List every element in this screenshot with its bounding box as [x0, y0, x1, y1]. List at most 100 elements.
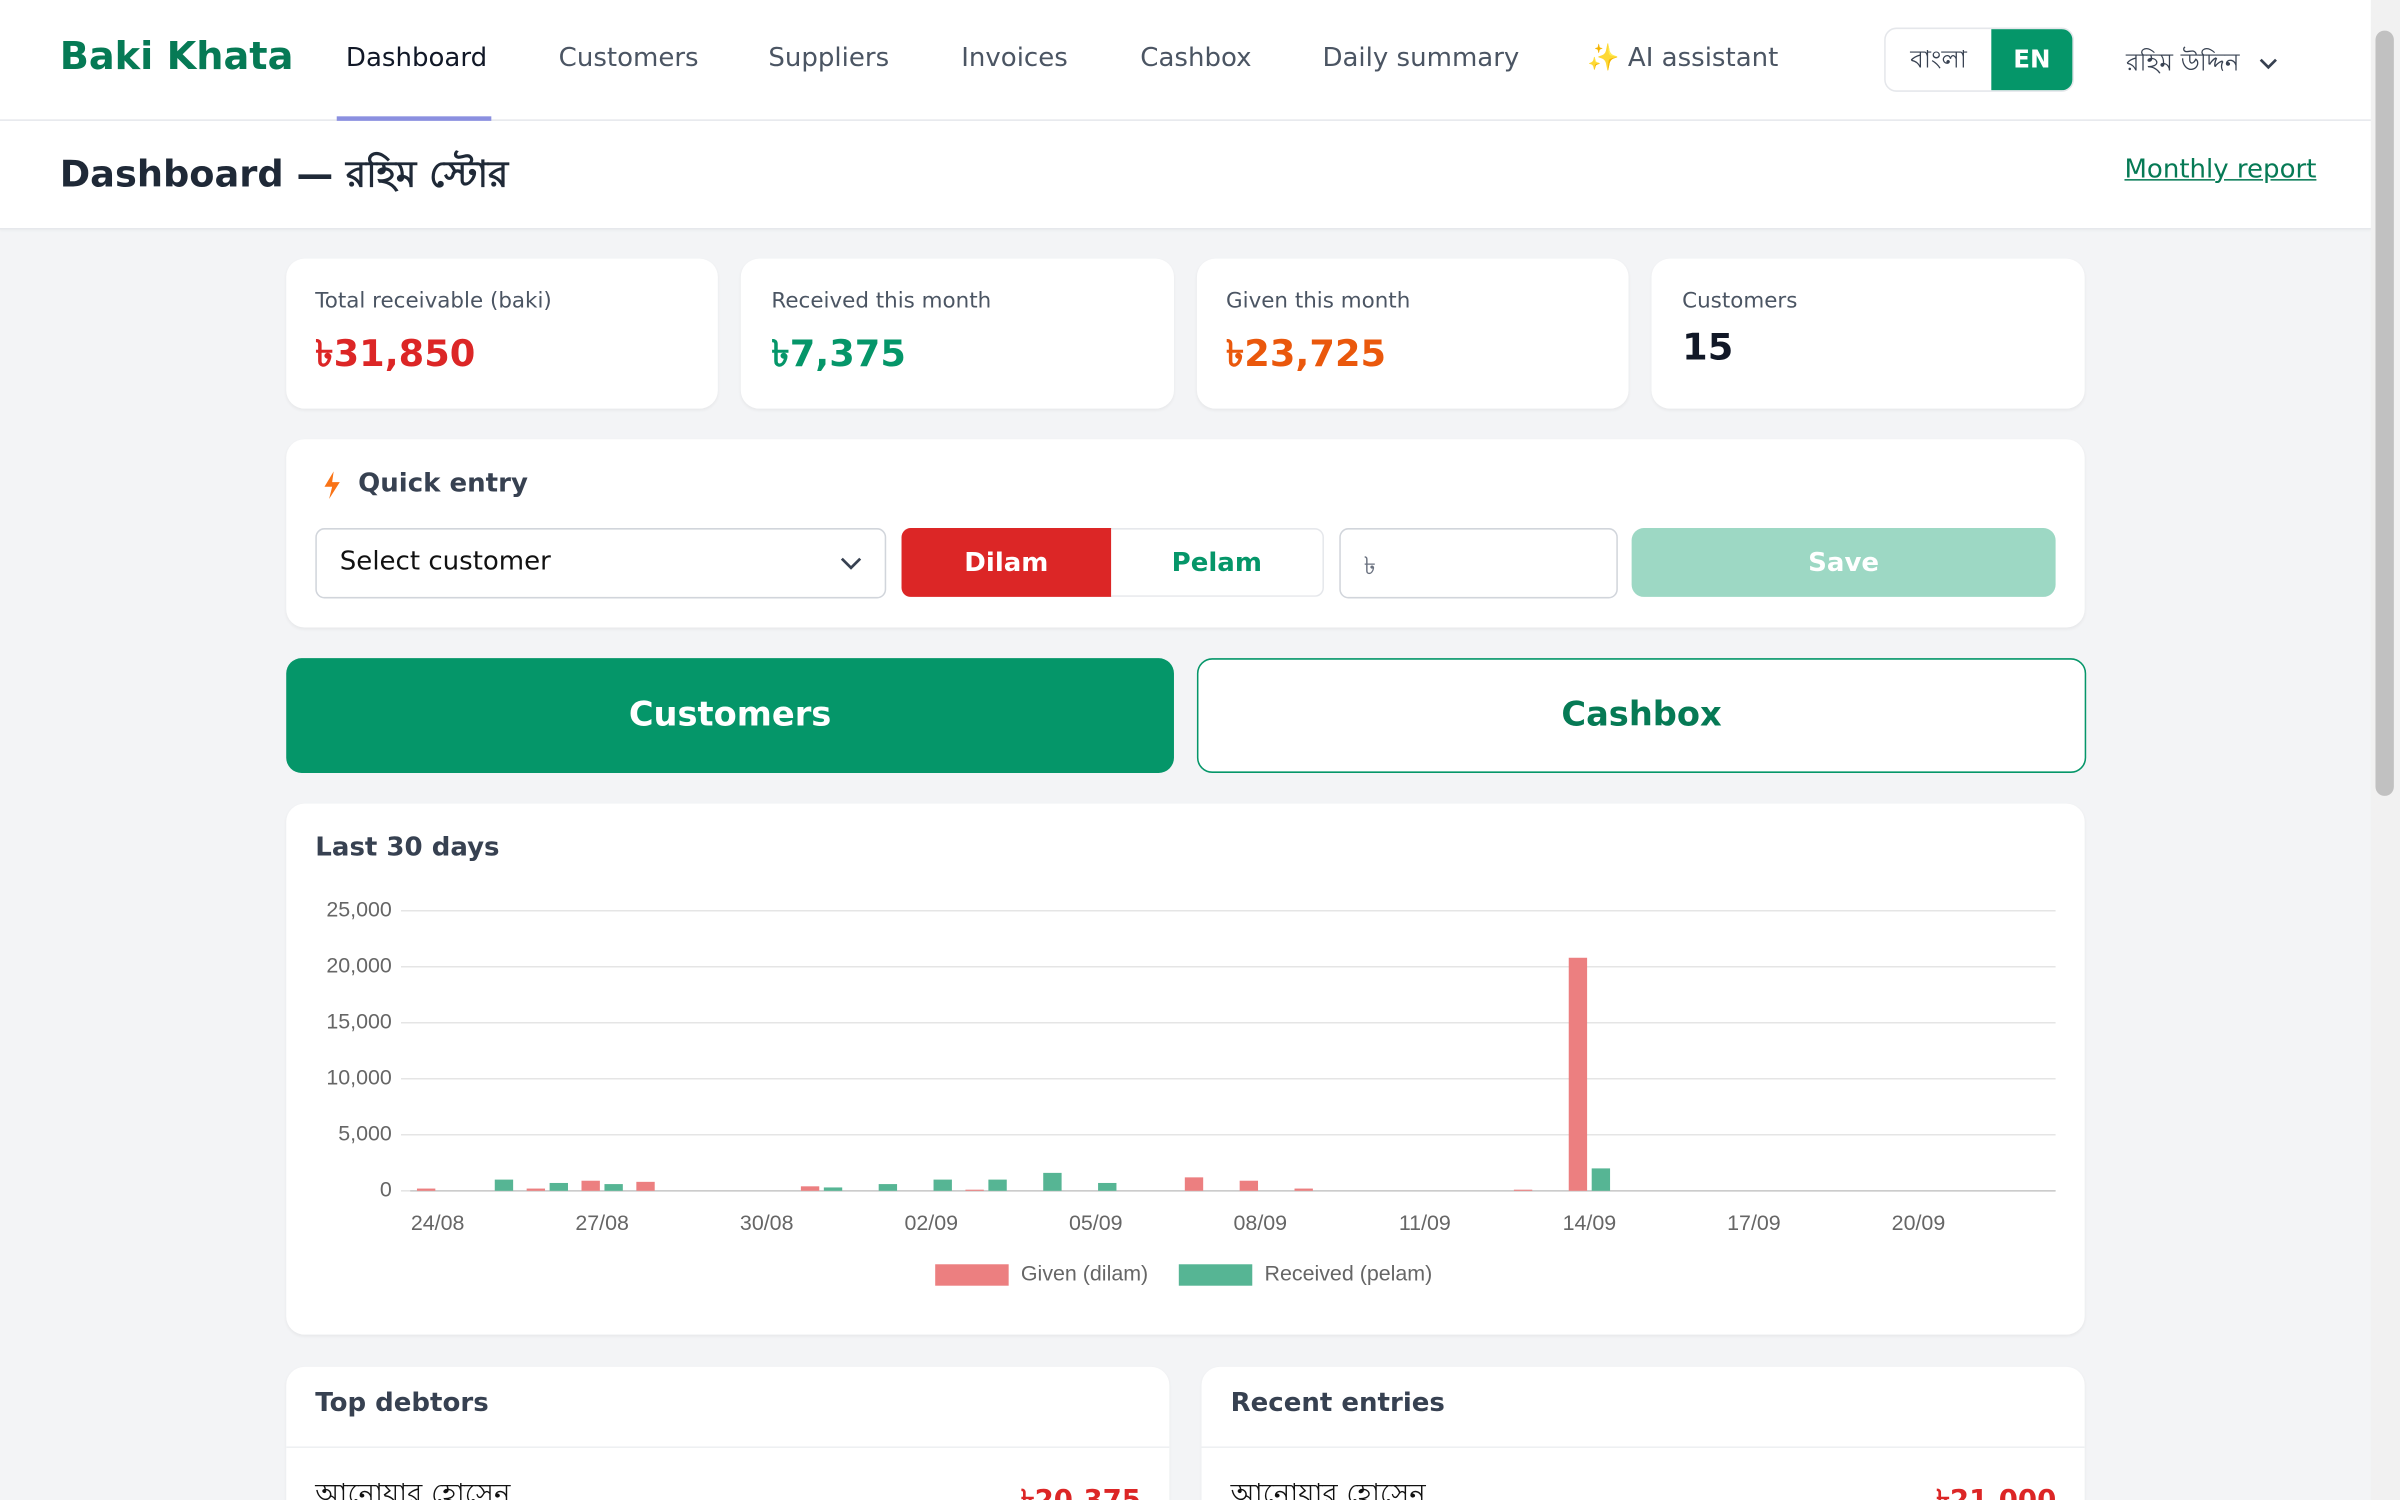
- nav-link[interactable]: Cashbox: [1140, 42, 1252, 74]
- bar: [823, 1187, 843, 1191]
- bolt-icon: [324, 471, 340, 499]
- monthly-report-link[interactable]: Monthly report: [2124, 154, 2317, 186]
- entry-amount: ৳21,000: [1936, 1479, 2056, 1500]
- stat-label: Given this month: [1226, 289, 1411, 314]
- stat-card: [740, 258, 1174, 409]
- stat-value: ৳7,375: [771, 332, 906, 375]
- legend-swatch: [1178, 1264, 1253, 1286]
- bar: [1294, 1188, 1313, 1191]
- nav-link[interactable]: Suppliers: [768, 42, 890, 74]
- stat-card: [1196, 258, 1629, 409]
- placeholder: ৳: [1363, 551, 1376, 581]
- active-indicator: [336, 116, 492, 121]
- nav-link[interactable]: ✨ AI assistant: [1587, 42, 1779, 74]
- bar: [988, 1179, 1007, 1191]
- x-tick-label: 17/09: [1727, 1211, 1781, 1235]
- pelam-toggle[interactable]: Pelam: [1111, 528, 1324, 597]
- divider: [1201, 1446, 2085, 1448]
- lang-option[interactable]: EN: [1991, 29, 2073, 91]
- select-text: Select customer: [339, 546, 551, 578]
- bar: [1184, 1177, 1204, 1191]
- stat-value: ৳23,725: [1226, 332, 1387, 375]
- lang-option[interactable]: বাংলা: [1910, 44, 1967, 74]
- x-tick-label: 27/08: [575, 1211, 629, 1235]
- stat-label: Customers: [1682, 289, 1798, 314]
- bar: [526, 1188, 546, 1191]
- x-tick-label: 05/09: [1069, 1211, 1123, 1235]
- dilam-toggle[interactable]: Dilam: [901, 528, 1112, 597]
- bar: [494, 1179, 514, 1191]
- brand[interactable]: Baki Khata: [59, 33, 294, 79]
- cashbox-button[interactable]: Cashbox: [1196, 658, 2087, 773]
- y-tick-label: 20,000: [326, 953, 392, 977]
- debtor-amount: ৳20,375: [1021, 1479, 1141, 1500]
- x-tick-label: 11/09: [1399, 1211, 1451, 1235]
- nav-link[interactable]: Customers: [558, 42, 699, 74]
- bar: [933, 1179, 952, 1191]
- bar: [1591, 1168, 1611, 1191]
- nav-link[interactable]: Daily summary: [1322, 42, 1520, 74]
- section-title: Quick entry: [358, 468, 528, 499]
- stat-value: 15: [1682, 326, 1734, 369]
- x-tick-label: 14/09: [1563, 1211, 1617, 1235]
- nav-link[interactable]: Invoices: [961, 42, 1068, 74]
- bar: [416, 1188, 436, 1191]
- legend-label: Received (pelam): [1265, 1262, 1433, 1286]
- bar: [1043, 1172, 1062, 1191]
- stat-card: [1651, 258, 2085, 409]
- stat-value: ৳31,850: [315, 332, 476, 375]
- user-name: রহিম উদ্দিন: [2126, 47, 2240, 77]
- customers-button[interactable]: Customers: [286, 658, 1174, 773]
- legend-swatch: [935, 1264, 1009, 1286]
- bar: [1098, 1182, 1117, 1191]
- language-switch: বাংলা EN: [1884, 27, 2074, 92]
- section-title: Recent entries: [1230, 1388, 1445, 1419]
- stat-label: Total receivable (baki): [315, 289, 552, 314]
- bar: [1239, 1180, 1259, 1191]
- chevron: [2260, 58, 2278, 70]
- y-tick-label: 25,000: [326, 897, 392, 921]
- chart-card: [286, 803, 2085, 1335]
- x-tick-label: 08/09: [1234, 1211, 1288, 1235]
- bar: [878, 1184, 898, 1191]
- y-tick-label: 15,000: [326, 1009, 392, 1033]
- bar: [965, 1189, 984, 1191]
- user-menu[interactable]: রহিম উদ্দিন: [2126, 43, 2278, 84]
- y-tick-label: 5,000: [338, 1121, 392, 1145]
- entry-name[interactable]: আনোয়ার হোসেন: [1230, 1478, 1426, 1500]
- bar: [604, 1184, 623, 1191]
- bar: [581, 1180, 600, 1191]
- bar: [800, 1186, 820, 1191]
- bar: [1568, 957, 1588, 1191]
- page-header: [0, 120, 2371, 230]
- save-button[interactable]: Save: [1631, 528, 2056, 597]
- chevron: [840, 557, 862, 570]
- customer-select[interactable]: Select customer: [315, 528, 887, 599]
- top-debtors-card: [286, 1366, 1170, 1500]
- x-tick-label: 30/08: [740, 1211, 794, 1235]
- recent-entries-card: [1201, 1366, 2085, 1500]
- section-title: Top debtors: [315, 1388, 489, 1419]
- bar: [636, 1181, 655, 1191]
- y-tick-label: 10,000: [326, 1065, 392, 1089]
- chart: 0 5,000 10,000 15,000 20,000 25,000 24/08 27/08…: [326, 897, 2056, 1286]
- page-title: Dashboard — রহিম স্টোর: [59, 153, 509, 196]
- stat-card: [286, 258, 718, 409]
- divider: [286, 1446, 1170, 1448]
- bar: [1513, 1189, 1533, 1191]
- stat-label: Received this month: [771, 289, 992, 314]
- chart-title: Last 30 days: [315, 832, 500, 864]
- x-tick-label: 20/09: [1892, 1211, 1946, 1235]
- bar: [549, 1182, 568, 1191]
- y-tick-label: 0: [380, 1177, 392, 1201]
- nav-link[interactable]: Dashboard: [345, 42, 488, 74]
- scrollbar-thumb[interactable]: [2375, 30, 2394, 796]
- debtor-name[interactable]: আনোয়ার হোসেন: [315, 1478, 511, 1500]
- legend-label: Given (dilam): [1021, 1262, 1148, 1286]
- x-tick-label: 24/08: [411, 1211, 465, 1235]
- amount-input[interactable]: ৳: [1339, 528, 1618, 599]
- x-tick-label: 02/09: [904, 1211, 958, 1235]
